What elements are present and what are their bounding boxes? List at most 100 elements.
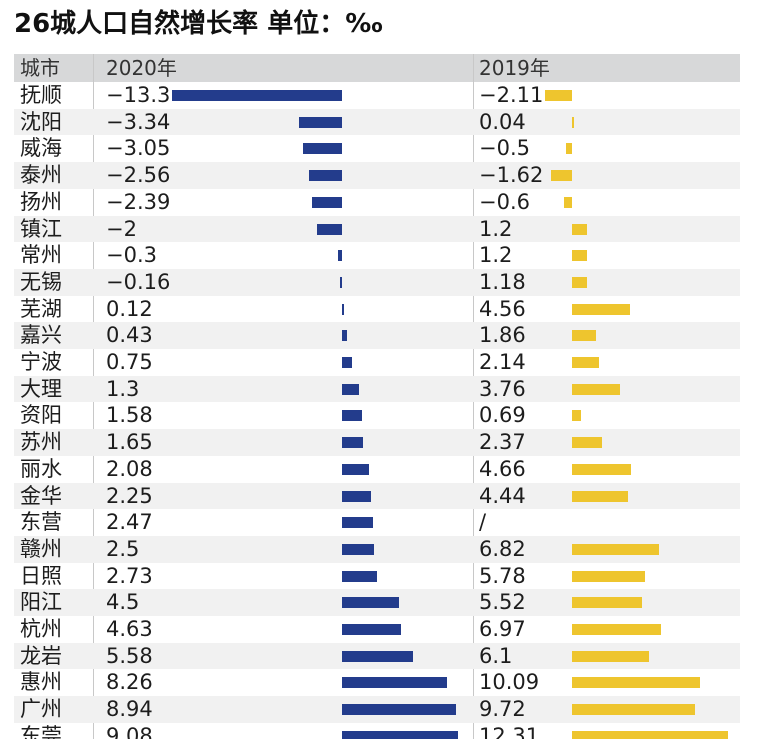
value-2020-label: 4.63 xyxy=(106,617,153,641)
table-row: 宁波 0.75 2.14 xyxy=(14,349,740,376)
city-label: 东莞 xyxy=(20,723,62,739)
header-city: 城市 xyxy=(20,56,60,80)
value-2020-label: 8.94 xyxy=(106,697,153,722)
bar-2019 xyxy=(572,730,729,739)
bar-2019 xyxy=(572,624,661,635)
city-label: 资阳 xyxy=(20,403,62,428)
bar-2019 xyxy=(564,196,572,208)
header-2020: 2020年 xyxy=(106,56,177,80)
bar-2019 xyxy=(572,410,581,422)
value-2020-label: −13.3 xyxy=(106,83,171,107)
value-2019-label: 2.37 xyxy=(479,430,526,455)
bar-2019 xyxy=(572,330,596,342)
city-label: 泰州 xyxy=(20,163,62,188)
table-row: 日照 2.73 5.78 xyxy=(14,563,740,590)
bar-2020 xyxy=(316,223,342,235)
city-label: 惠州 xyxy=(20,670,62,695)
bar-2020 xyxy=(339,276,342,288)
header-2019: 2019年 xyxy=(479,56,550,80)
bar-2020 xyxy=(342,597,400,609)
bar-2020 xyxy=(342,543,374,555)
table-row: 抚顺 −13.3 −2.11 xyxy=(14,82,740,109)
bar-2020 xyxy=(311,196,342,208)
value-2020-label: 2.5 xyxy=(106,536,140,561)
value-2019-label: 3.76 xyxy=(479,376,526,401)
city-label: 芜湖 xyxy=(20,296,62,321)
bar-2019 xyxy=(572,570,646,582)
city-label: 阳江 xyxy=(20,590,62,615)
value-2019-label: 9.72 xyxy=(479,697,526,722)
value-2019-label: −0.5 xyxy=(479,136,530,161)
bar-2020 xyxy=(342,730,458,739)
table-row: 威海 −3.05 −0.5 xyxy=(14,135,740,162)
value-2019-label: 0.04 xyxy=(479,109,526,134)
value-2019-label: 1.2 xyxy=(479,216,513,241)
city-label: 扬州 xyxy=(20,189,62,214)
table-row: 金华 2.25 4.44 xyxy=(14,482,740,510)
city-label: 宁波 xyxy=(20,350,62,374)
bar-2020 xyxy=(309,170,342,182)
bar-2019 xyxy=(572,490,629,502)
bar-2019 xyxy=(545,90,572,101)
value-2019-label: 2.14 xyxy=(479,350,526,374)
bar-2019 xyxy=(572,543,659,555)
value-2020-label: 8.26 xyxy=(106,670,153,695)
bar-2019 xyxy=(572,650,650,662)
table-row: 阳江 4.5 5.52 xyxy=(14,589,740,616)
value-2020-label: 9.08 xyxy=(106,723,153,739)
table-row: 镇江 −2 1.2 xyxy=(14,215,740,243)
value-2020-label: −0.3 xyxy=(106,243,157,268)
bar-2019 xyxy=(551,170,572,182)
table-row: 杭州 4.63 6.97 xyxy=(14,616,740,643)
value-2019-label: −2.11 xyxy=(479,83,544,107)
value-2019-label: 5.52 xyxy=(479,590,526,615)
value-2019-label: 5.78 xyxy=(479,563,526,588)
bar-2020 xyxy=(172,90,342,101)
table-header: 城市 2020年 2019年 xyxy=(14,54,740,82)
city-label: 抚顺 xyxy=(20,83,62,107)
bar-2019 xyxy=(572,276,587,288)
city-label: 无锡 xyxy=(20,269,62,294)
bar-2019 xyxy=(572,383,620,395)
table-row: 苏州 1.65 2.37 xyxy=(14,429,740,456)
value-2020-label: 2.25 xyxy=(106,483,153,508)
bar-2019 xyxy=(572,303,630,315)
city-label: 杭州 xyxy=(20,617,62,641)
table-row: 东营 2.47 / xyxy=(14,509,740,536)
value-2020-label: −0.16 xyxy=(106,269,171,294)
table-row: 大理 1.3 3.76 xyxy=(14,375,740,403)
table-row: 扬州 −2.39 −0.6 xyxy=(14,189,740,216)
value-2020-label: 0.43 xyxy=(106,323,153,348)
table-row: 龙岩 5.58 6.1 xyxy=(14,642,740,670)
bar-2020 xyxy=(299,116,342,128)
bar-2020 xyxy=(303,143,342,155)
bar-2019 xyxy=(572,463,632,475)
city-label: 大理 xyxy=(20,376,62,401)
value-2019-label: 4.44 xyxy=(479,483,526,508)
value-2019-label: / xyxy=(479,510,487,535)
bar-2020 xyxy=(342,677,448,689)
value-2019-label: −0.6 xyxy=(479,189,530,214)
city-label: 东营 xyxy=(20,510,62,535)
bar-2019 xyxy=(572,250,588,262)
value-2019-label: 12.31 xyxy=(479,723,540,739)
bar-2020 xyxy=(342,357,352,368)
value-2020-label: −3.05 xyxy=(106,136,171,161)
city-label: 苏州 xyxy=(20,430,62,455)
table-row: 常州 −0.3 1.2 xyxy=(14,242,740,269)
city-label: 威海 xyxy=(20,136,62,161)
bar-2020 xyxy=(342,490,371,502)
value-2019-label: 1.18 xyxy=(479,269,526,294)
bar-2020 xyxy=(342,463,369,475)
value-2020-label: 1.65 xyxy=(106,430,153,455)
bar-2020 xyxy=(342,704,456,716)
bar-2019 xyxy=(565,143,572,155)
bar-2020 xyxy=(342,517,374,529)
table-row: 无锡 −0.16 1.18 xyxy=(14,268,740,296)
city-label: 金华 xyxy=(20,483,62,508)
bar-2020 xyxy=(342,437,364,449)
value-2020-label: 1.3 xyxy=(106,376,140,401)
bar-2020 xyxy=(342,650,414,662)
bar-2020 xyxy=(338,250,342,262)
value-2020-label: 0.75 xyxy=(106,350,153,374)
